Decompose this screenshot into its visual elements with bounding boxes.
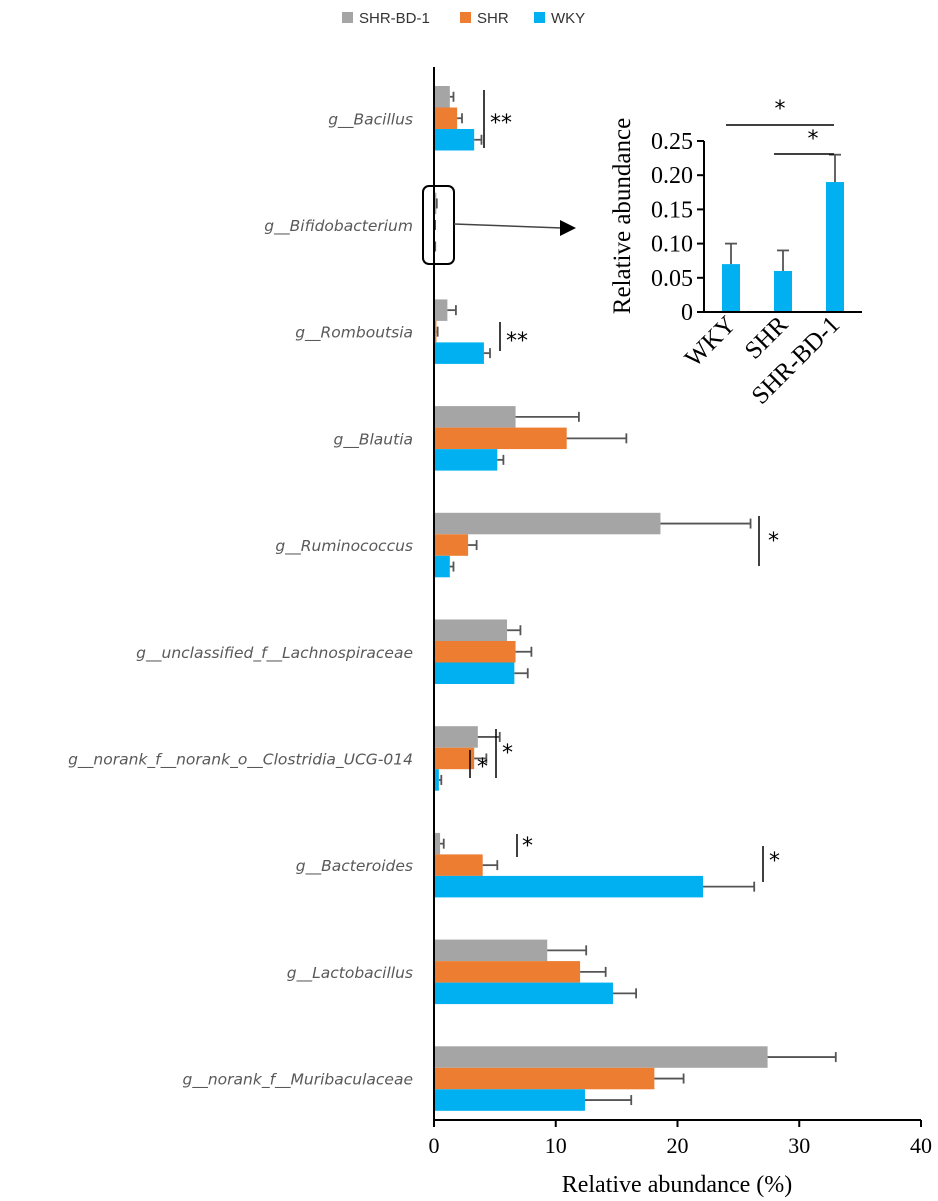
x-axis-title: Relative abundance (%) bbox=[562, 1172, 793, 1198]
legend-swatch-shr bbox=[460, 12, 471, 23]
category-label-g-unclassified-f-lachnospiraceae: g__unclassified_f__Lachnospiraceae bbox=[136, 644, 413, 663]
x-axis-ticks: 0 10 20 30 40 bbox=[429, 1120, 932, 1158]
bar-g-ruminococcus-shr bbox=[434, 534, 469, 556]
inset-significance-label-1: * bbox=[775, 97, 786, 122]
inset-bars bbox=[722, 153, 844, 312]
bar-g-unclassified-f-lachnospiraceae-wky bbox=[434, 662, 515, 684]
inset-y-tick-label-0-15: 0.15 bbox=[651, 197, 693, 223]
callout-arrow-head bbox=[560, 220, 576, 236]
inset-significance: ** bbox=[726, 97, 834, 155]
bar-g-lactobacillus-wky bbox=[434, 982, 613, 1005]
bar-g-bacillus-wky bbox=[434, 129, 475, 151]
bar-g-bifidobacterium-shr-bd-1 bbox=[434, 192, 437, 215]
inset-y-tick-label-0-05: 0.05 bbox=[651, 266, 693, 292]
bar-g-norank-f-norank-o-clostridia-ucg-014-shr-bd-1 bbox=[434, 726, 478, 748]
category-label-g-bifidobacterium: g__Bifidobacterium bbox=[264, 217, 413, 236]
significance-label-g-norank-f-norank-o-clostridia-ucg-014: * bbox=[477, 755, 488, 780]
legend-label-wky: WKY bbox=[551, 10, 585, 27]
inset-y-ticks: 0 0.05 0.10 0.15 0.20 0.25 bbox=[651, 129, 704, 326]
main-bars bbox=[434, 86, 837, 1111]
bar-g-ruminococcus-wky bbox=[434, 555, 450, 578]
bar-g-romboutsia-wky bbox=[434, 342, 484, 364]
legend-swatch-wky bbox=[534, 12, 545, 23]
category-label-g-norank-f-muribaculaceae: g__norank_f__Muribaculaceae bbox=[183, 1071, 413, 1090]
category-labels: g__Bacillus g__Bifidobacterium g__Rombouts… bbox=[68, 110, 413, 1089]
category-label-g-blautia: g__Blautia bbox=[334, 430, 413, 449]
significance-label-g-bacteroides: * bbox=[769, 849, 780, 874]
legend: SHR-BD-1 SHR WKY bbox=[342, 10, 585, 27]
bar-g-norank-f-norank-o-clostridia-ucg-014-wky bbox=[434, 769, 439, 791]
highlight-box bbox=[422, 185, 455, 265]
x-tick-label-20: 20 bbox=[667, 1133, 689, 1158]
bar-g-norank-f-muribaculaceae-shr-bd-1 bbox=[434, 1046, 768, 1068]
bar-g-norank-f-norank-o-clostridia-ucg-014-shr bbox=[434, 747, 475, 770]
significance-label-g-norank-f-norank-o-clostridia-ucg-014: * bbox=[502, 741, 513, 766]
bar-g-blautia-shr bbox=[434, 427, 567, 450]
category-label-g-romboutsia: g__Romboutsia bbox=[295, 324, 413, 343]
bar-g-bacillus-shr-bd-1 bbox=[434, 86, 450, 108]
x-tick-label-0: 0 bbox=[429, 1133, 440, 1158]
inset-y-tick-label-0-25: 0.25 bbox=[651, 129, 693, 155]
bar-g-ruminococcus-shr-bd-1 bbox=[434, 512, 661, 535]
inset-bar-shr bbox=[774, 270, 792, 312]
bar-g-lactobacillus-shr-bd-1 bbox=[434, 939, 548, 962]
legend-swatch-shr-bd-1 bbox=[342, 12, 353, 23]
bar-g-blautia-shr-bd-1 bbox=[434, 406, 516, 428]
bar-g-blautia-wky bbox=[434, 449, 498, 471]
bar-g-bacteroides-shr-bd-1 bbox=[434, 832, 441, 855]
category-label-g-ruminococcus: g__Ruminococcus bbox=[275, 537, 413, 556]
category-label-g-norank-f-norank-o-clostridia-ucg-014: g__norank_f__norank_o__Clostridia_UCG-01… bbox=[68, 750, 413, 769]
callout-arrow-line bbox=[453, 223, 563, 229]
x-tick-label-30: 30 bbox=[788, 1133, 810, 1158]
significance-label-g-bacillus: ** bbox=[490, 111, 512, 136]
bar-g-lactobacillus-shr bbox=[434, 961, 581, 983]
x-tick-label-40: 40 bbox=[910, 1133, 932, 1158]
x-tick-label-10: 10 bbox=[545, 1133, 567, 1158]
significance-label-g-ruminococcus: * bbox=[768, 529, 779, 554]
bar-g-bacillus-shr bbox=[434, 107, 458, 129]
category-label-g-lactobacillus: g__Lactobacillus bbox=[287, 964, 413, 983]
bar-g-norank-f-muribaculaceae-shr bbox=[434, 1067, 655, 1090]
legend-label-shr-bd-1: SHR-BD-1 bbox=[359, 10, 430, 27]
category-label-g-bacillus: g__Bacillus bbox=[328, 110, 413, 129]
legend-label-shr: SHR bbox=[477, 10, 509, 27]
category-label-g-bacteroides: g__Bacteroides bbox=[296, 857, 413, 876]
inset-significance-label-2: * bbox=[808, 127, 819, 152]
bar-g-bacteroides-shr bbox=[434, 854, 483, 876]
significance-label-g-bacteroides: * bbox=[522, 834, 533, 859]
significance-label-g-romboutsia: ** bbox=[506, 329, 528, 354]
bar-g-romboutsia-shr-bd-1 bbox=[434, 299, 448, 321]
inset-y-tick-label-0-20: 0.20 bbox=[651, 163, 693, 189]
inset-bar-shr-bd-1 bbox=[826, 182, 844, 312]
significance-marks: ********* bbox=[469, 90, 780, 882]
inset-bar-wky bbox=[722, 264, 740, 312]
inset-y-axis-title: Relative abundance bbox=[609, 118, 636, 314]
bar-g-unclassified-f-lachnospiraceae-shr-bd-1 bbox=[434, 619, 508, 641]
bar-g-bacteroides-wky bbox=[434, 875, 704, 898]
inset-y-tick-label-0-10: 0.10 bbox=[651, 232, 693, 258]
bar-g-romboutsia-shr bbox=[434, 320, 437, 343]
main-bar-chart: g__Bacillus g__Bifidobacterium g__Rombouts… bbox=[68, 67, 932, 1198]
bar-g-unclassified-f-lachnospiraceae-shr bbox=[434, 641, 516, 663]
bar-g-norank-f-muribaculaceae-wky bbox=[434, 1089, 585, 1111]
inset-y-tick-label-0: 0 bbox=[681, 300, 693, 326]
